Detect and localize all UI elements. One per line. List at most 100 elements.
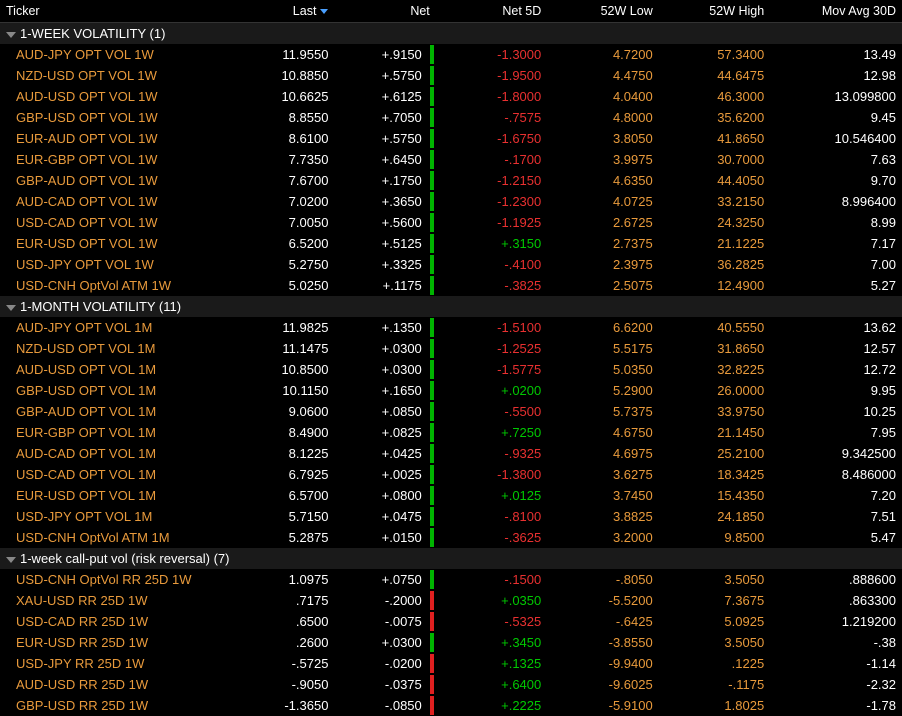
col-last[interactable]: Last bbox=[233, 0, 334, 23]
last-cell: 10.8500 bbox=[233, 359, 334, 380]
low52-cell: 2.6725 bbox=[547, 212, 658, 233]
mov30-cell: .863300 bbox=[770, 590, 902, 611]
table-row[interactable]: EUR-USD OPT VOL 1M6.5700+.0800+.01253.74… bbox=[0, 485, 902, 506]
table-row[interactable]: GBP-USD RR 25D 1W-1.3650-.0850+.2225-5.9… bbox=[0, 695, 902, 716]
mov30-cell: 7.95 bbox=[770, 422, 902, 443]
volatility-table: Ticker Last Net Net 5D 52W Low 52W High … bbox=[0, 0, 902, 716]
last-cell: 7.6700 bbox=[233, 170, 334, 191]
table-row[interactable]: EUR-USD RR 25D 1W.2600+.0300+.3450-3.855… bbox=[0, 632, 902, 653]
high52-cell: 32.8225 bbox=[659, 359, 770, 380]
last-cell: -.5725 bbox=[233, 653, 334, 674]
table-row[interactable]: GBP-USD OPT VOL 1M10.1150+.1650+.02005.2… bbox=[0, 380, 902, 401]
table-row[interactable]: USD-JPY OPT VOL 1W5.2750+.3325-.41002.39… bbox=[0, 254, 902, 275]
low52-cell: 2.5075 bbox=[547, 275, 658, 296]
table-row[interactable]: GBP-USD OPT VOL 1W8.8550+.7050-.75754.80… bbox=[0, 107, 902, 128]
mov30-cell: 13.49 bbox=[770, 44, 902, 65]
high52-cell: 3.5050 bbox=[659, 632, 770, 653]
col-net[interactable]: Net bbox=[334, 0, 435, 23]
table-row[interactable]: XAU-USD RR 25D 1W.7175-.2000+.0350-5.520… bbox=[0, 590, 902, 611]
low52-cell: 5.5175 bbox=[547, 338, 658, 359]
section-header[interactable]: 1-MONTH VOLATILITY (11) bbox=[0, 296, 902, 317]
section-header[interactable]: 1-week call-put vol (risk reversal) (7) bbox=[0, 548, 902, 569]
net5d-cell: +.0200 bbox=[436, 380, 547, 401]
net-cell: +.1650 bbox=[334, 380, 435, 401]
net-bar-icon bbox=[430, 570, 434, 589]
col-52low[interactable]: 52W Low bbox=[547, 0, 658, 23]
low52-cell: 2.7375 bbox=[547, 233, 658, 254]
table-row[interactable]: AUD-USD OPT VOL 1M10.8500+.0300-1.57755.… bbox=[0, 359, 902, 380]
table-row[interactable]: EUR-GBP OPT VOL 1W7.7350+.6450-.17003.99… bbox=[0, 149, 902, 170]
high52-cell: 36.2825 bbox=[659, 254, 770, 275]
table-row[interactable]: GBP-AUD OPT VOL 1M9.0600+.0850-.55005.73… bbox=[0, 401, 902, 422]
last-cell: 6.5700 bbox=[233, 485, 334, 506]
last-cell: 5.7150 bbox=[233, 506, 334, 527]
net5d-cell: -.5500 bbox=[436, 401, 547, 422]
last-cell: -1.3650 bbox=[233, 695, 334, 716]
ticker-cell: AUD-JPY OPT VOL 1M bbox=[0, 317, 233, 338]
table-row[interactable]: AUD-USD RR 25D 1W-.9050-.0375+.6400-9.60… bbox=[0, 674, 902, 695]
net-cell: +.0825 bbox=[334, 422, 435, 443]
mov30-cell: 7.00 bbox=[770, 254, 902, 275]
mov30-cell: 12.57 bbox=[770, 338, 902, 359]
mov30-cell: -1.78 bbox=[770, 695, 902, 716]
ticker-cell: GBP-AUD OPT VOL 1M bbox=[0, 401, 233, 422]
last-cell: 6.7925 bbox=[233, 464, 334, 485]
mov30-cell: 5.47 bbox=[770, 527, 902, 548]
table-row[interactable]: AUD-USD OPT VOL 1W10.6625+.6125-1.80004.… bbox=[0, 86, 902, 107]
net-bar-icon bbox=[430, 276, 434, 295]
low52-cell: 3.8825 bbox=[547, 506, 658, 527]
table-row[interactable]: USD-CAD RR 25D 1W.6500-.0075-.5325-.6425… bbox=[0, 611, 902, 632]
net-bar-icon bbox=[430, 654, 434, 673]
low52-cell: 6.6200 bbox=[547, 317, 658, 338]
net-cell: +.0300 bbox=[334, 632, 435, 653]
net-cell: +.3650 bbox=[334, 191, 435, 212]
table-row[interactable]: AUD-CAD OPT VOL 1M8.1225+.0425-.93254.69… bbox=[0, 443, 902, 464]
table-row[interactable]: USD-JPY RR 25D 1W-.5725-.0200+.1325-9.94… bbox=[0, 653, 902, 674]
net5d-cell: -.1500 bbox=[436, 569, 547, 590]
table-row[interactable]: USD-CNH OptVol RR 25D 1W1.0975+.0750-.15… bbox=[0, 569, 902, 590]
mov30-cell: 10.25 bbox=[770, 401, 902, 422]
table-row[interactable]: AUD-CAD OPT VOL 1W7.0200+.3650-1.23004.0… bbox=[0, 191, 902, 212]
net-bar-icon bbox=[430, 339, 434, 358]
net-bar-icon bbox=[430, 150, 434, 169]
col-mov30[interactable]: Mov Avg 30D bbox=[770, 0, 902, 23]
table-row[interactable]: NZD-USD OPT VOL 1W10.8850+.5750-1.95004.… bbox=[0, 65, 902, 86]
table-row[interactable]: USD-CAD OPT VOL 1W7.0050+.5600-1.19252.6… bbox=[0, 212, 902, 233]
mov30-cell: 5.27 bbox=[770, 275, 902, 296]
last-cell: 5.0250 bbox=[233, 275, 334, 296]
mov30-cell: 13.099800 bbox=[770, 86, 902, 107]
table-row[interactable]: EUR-GBP OPT VOL 1M8.4900+.0825+.72504.67… bbox=[0, 422, 902, 443]
net-bar-icon bbox=[430, 675, 434, 694]
net-cell: +.1175 bbox=[334, 275, 435, 296]
net-bar-icon bbox=[430, 192, 434, 211]
high52-cell: 21.1225 bbox=[659, 233, 770, 254]
col-52high[interactable]: 52W High bbox=[659, 0, 770, 23]
high52-cell: 24.1850 bbox=[659, 506, 770, 527]
table-row[interactable]: EUR-USD OPT VOL 1W6.5200+.5125+.31502.73… bbox=[0, 233, 902, 254]
low52-cell: -5.5200 bbox=[547, 590, 658, 611]
col-net5d[interactable]: Net 5D bbox=[436, 0, 547, 23]
table-row[interactable]: USD-CAD OPT VOL 1M6.7925+.0025-1.38003.6… bbox=[0, 464, 902, 485]
net-bar-icon bbox=[430, 66, 434, 85]
table-row[interactable]: USD-CNH OptVol ATM 1W5.0250+.1175-.38252… bbox=[0, 275, 902, 296]
table-row[interactable]: USD-JPY OPT VOL 1M5.7150+.0475-.81003.88… bbox=[0, 506, 902, 527]
net5d-cell: -.7575 bbox=[436, 107, 547, 128]
low52-cell: 4.6750 bbox=[547, 422, 658, 443]
ticker-cell: AUD-CAD OPT VOL 1W bbox=[0, 191, 233, 212]
table-row[interactable]: AUD-JPY OPT VOL 1W11.9550+.9150-1.30004.… bbox=[0, 44, 902, 65]
table-row[interactable]: AUD-JPY OPT VOL 1M11.9825+.1350-1.51006.… bbox=[0, 317, 902, 338]
last-cell: 9.0600 bbox=[233, 401, 334, 422]
ticker-cell: USD-JPY RR 25D 1W bbox=[0, 653, 233, 674]
high52-cell: 12.4900 bbox=[659, 275, 770, 296]
table-row[interactable]: EUR-AUD OPT VOL 1W8.6100+.5750-1.67503.8… bbox=[0, 128, 902, 149]
table-row[interactable]: NZD-USD OPT VOL 1M11.1475+.0300-1.25255.… bbox=[0, 338, 902, 359]
table-row[interactable]: USD-CNH OptVol ATM 1M5.2875+.0150-.36253… bbox=[0, 527, 902, 548]
ticker-cell: GBP-USD RR 25D 1W bbox=[0, 695, 233, 716]
ticker-cell: USD-CAD RR 25D 1W bbox=[0, 611, 233, 632]
col-ticker[interactable]: Ticker bbox=[0, 0, 233, 23]
table-row[interactable]: GBP-AUD OPT VOL 1W7.6700+.1750-1.21504.6… bbox=[0, 170, 902, 191]
last-cell: 1.0975 bbox=[233, 569, 334, 590]
net-cell: +.9150 bbox=[334, 44, 435, 65]
section-header[interactable]: 1-WEEK VOLATILITY (1) bbox=[0, 23, 902, 45]
net5d-cell: -1.5775 bbox=[436, 359, 547, 380]
